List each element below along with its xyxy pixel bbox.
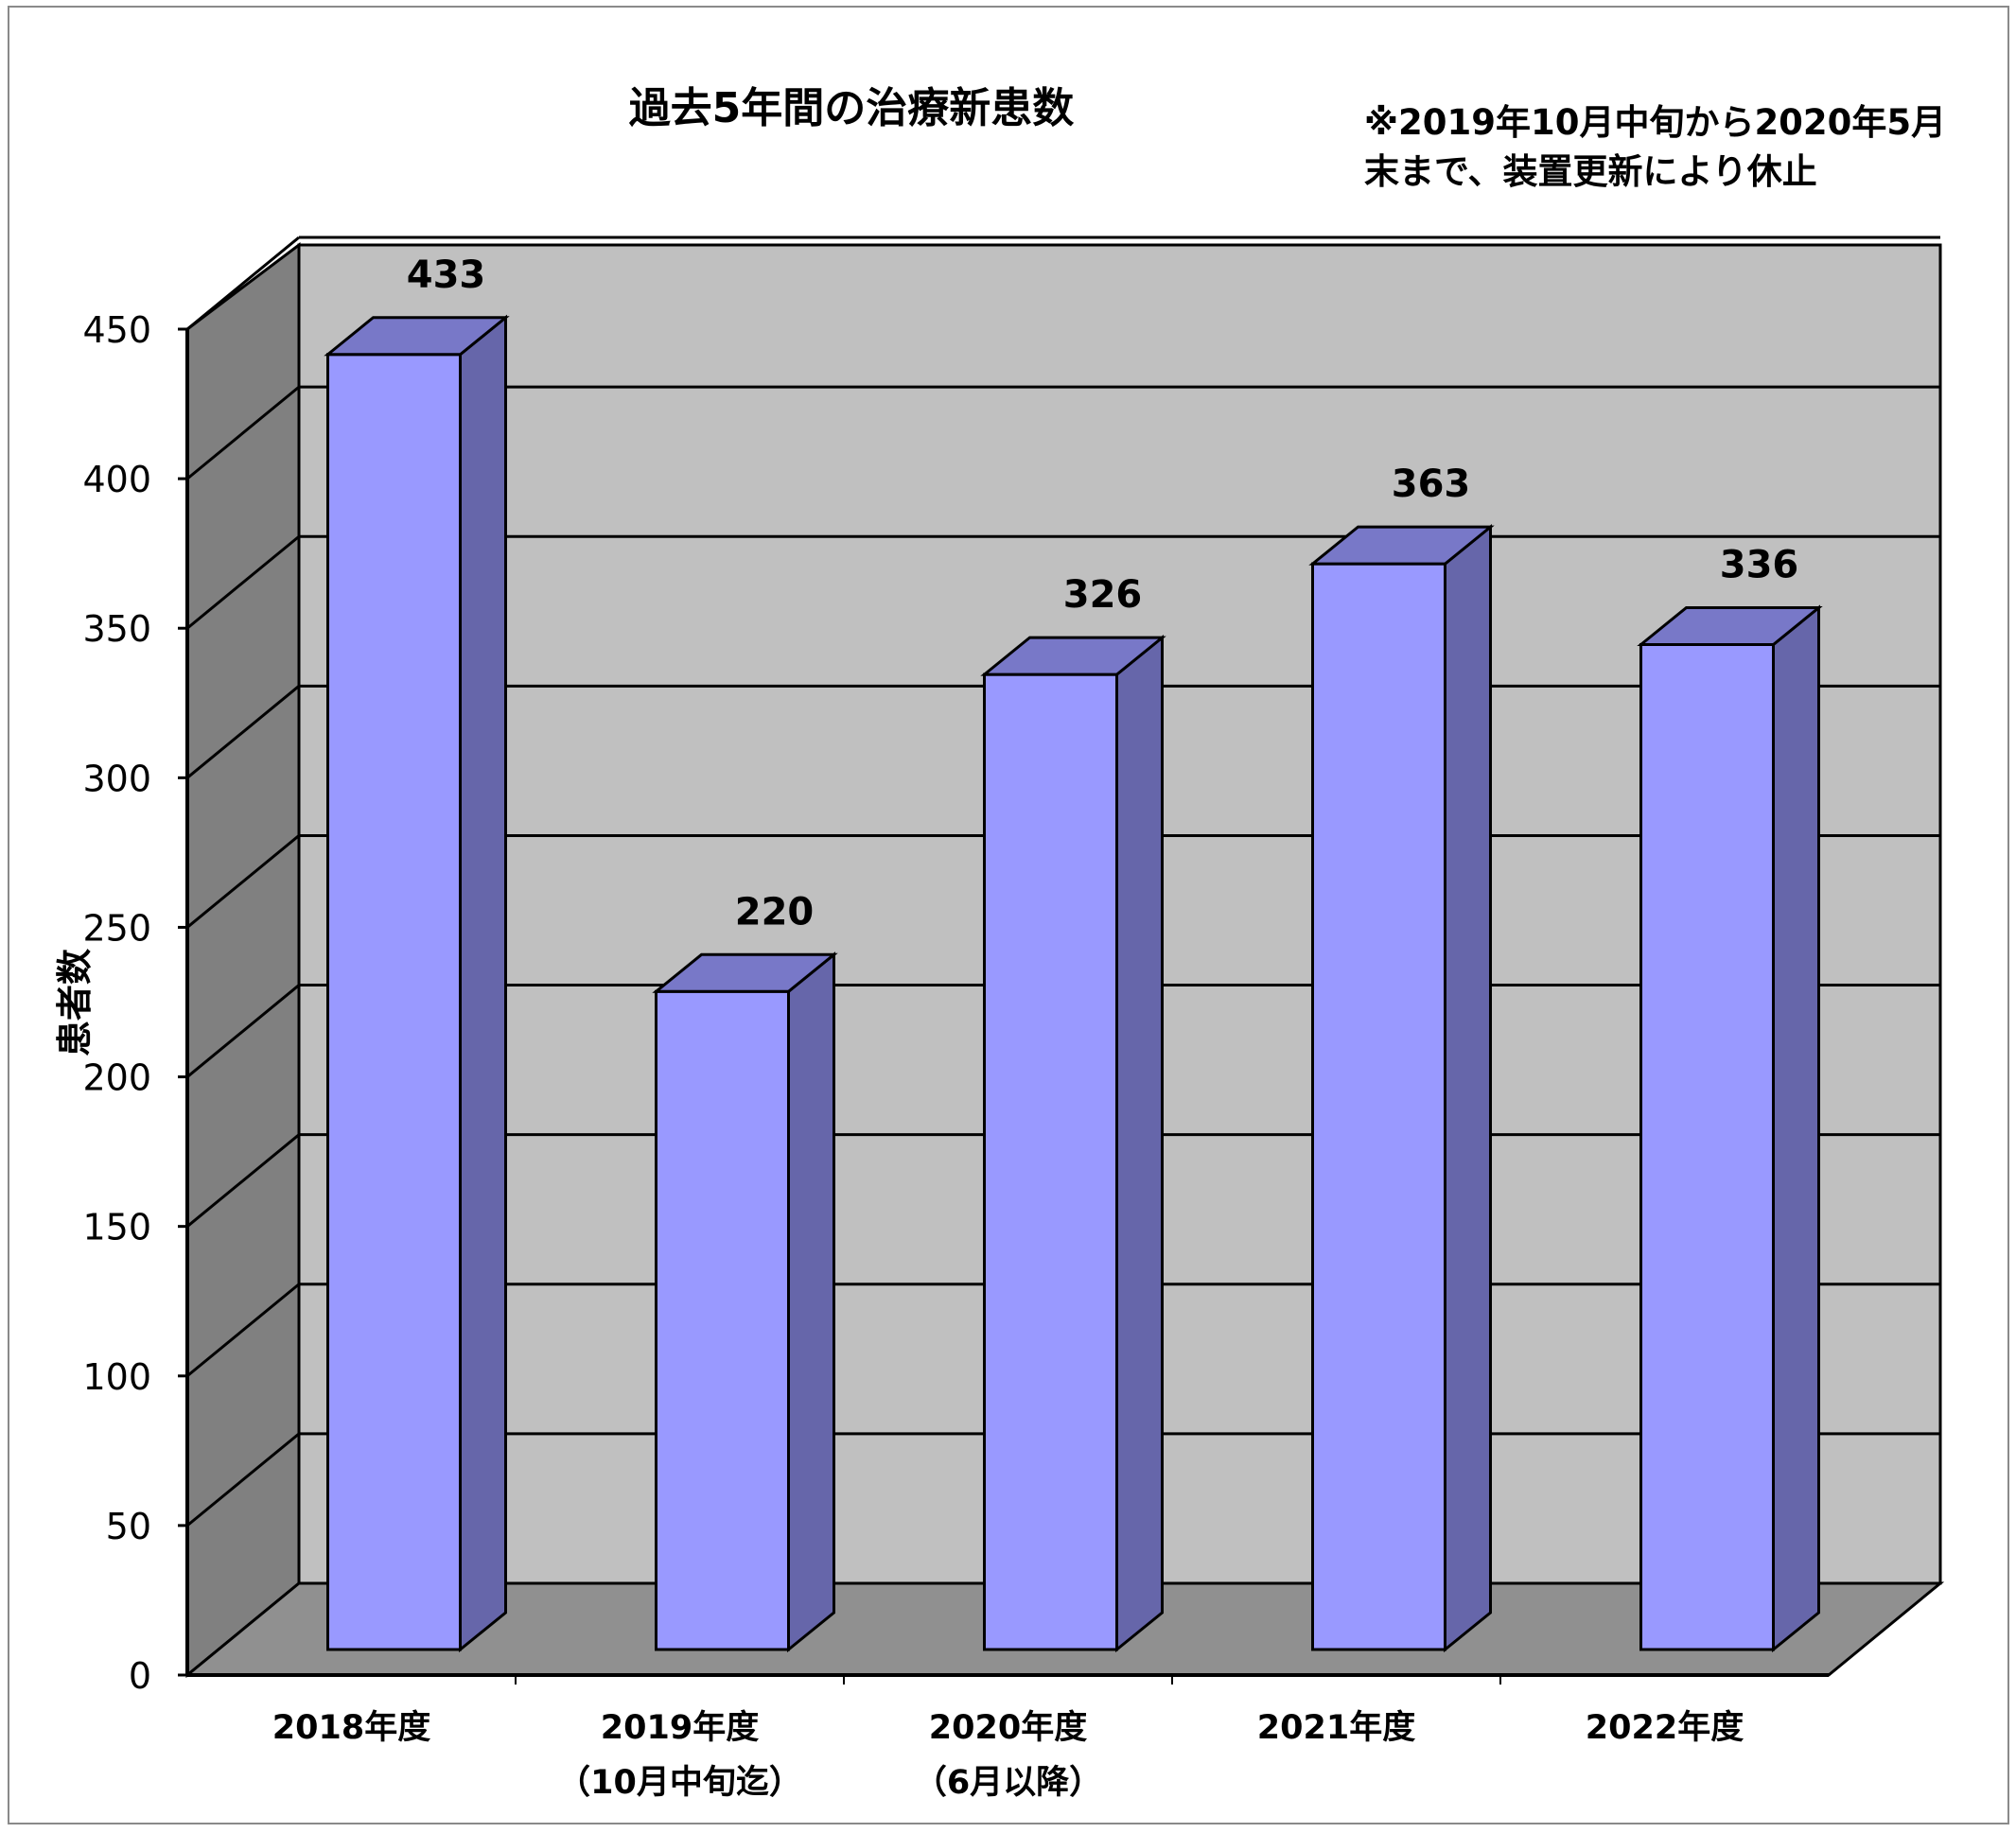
bar — [980, 634, 1166, 1653]
x-tick-label: （10月中旬迄） — [557, 1764, 802, 1802]
y-tick-label: 100 — [82, 1356, 151, 1398]
bar-top — [324, 316, 510, 357]
x-tick-label: 2020年度 — [929, 1709, 1087, 1747]
x-tick-label: 2022年度 — [1586, 1709, 1744, 1747]
bar-front — [983, 672, 1118, 1651]
bar-top — [1637, 605, 1823, 646]
gridline-diagonal — [186, 535, 300, 630]
bar-top — [1308, 525, 1495, 566]
bar-front — [326, 353, 462, 1651]
chart-title: 過去5年間の治療新患数 — [628, 84, 1075, 132]
annotation-line-1: ※2019年10月中旬から2020年5月 — [1364, 102, 1947, 143]
gridline-diagonal — [186, 984, 300, 1078]
bar — [324, 314, 510, 1653]
bar — [1637, 604, 1823, 1653]
bar-top — [652, 952, 838, 993]
bar-top — [980, 636, 1166, 676]
side-wall — [185, 241, 301, 1679]
x-tick-label: 2021年度 — [1257, 1709, 1415, 1747]
y-tick-label: 50 — [106, 1506, 151, 1547]
data-label: 326 — [1063, 573, 1143, 617]
gridline-diagonal — [186, 1133, 300, 1228]
data-label: 336 — [1720, 543, 1799, 586]
y-tick-label: 150 — [82, 1207, 151, 1248]
gridline-diagonal — [186, 385, 300, 480]
x-tick-label: （6月以降） — [914, 1764, 1102, 1802]
bar-side — [787, 951, 835, 1653]
data-label: 363 — [1392, 463, 1471, 506]
x-tick-label: 2018年度 — [272, 1709, 430, 1747]
gridline-diagonal — [186, 1283, 300, 1377]
y-axis-label: 患者数 — [54, 949, 96, 1056]
gridline-diagonal — [186, 1432, 300, 1528]
bar-side — [459, 314, 507, 1653]
y-tick-label: 450 — [82, 309, 151, 351]
x-tick-label: 2019年度 — [601, 1709, 759, 1747]
bar-side — [1772, 604, 1820, 1653]
bar — [652, 951, 838, 1653]
y-tick-label: 200 — [82, 1057, 151, 1099]
bar-front — [655, 989, 790, 1651]
bar — [1308, 523, 1495, 1653]
y-tick-label: 350 — [82, 608, 151, 650]
y-tick-label: 400 — [82, 459, 151, 500]
y-tick-label: 300 — [82, 758, 151, 799]
gridline-diagonal — [186, 685, 300, 779]
y-tick-label: 0 — [129, 1655, 151, 1697]
y-tick-label: 250 — [82, 907, 151, 949]
chart-annotation: ※2019年10月中旬から2020年5月 末まで、装置更新により休止 — [1364, 98, 1951, 197]
bar-front — [1311, 562, 1446, 1651]
data-label: 433 — [407, 253, 486, 297]
gridline-diagonal — [186, 236, 300, 331]
annotation-line-2: 末まで、装置更新により休止 — [1364, 151, 1817, 192]
bar-side — [1115, 634, 1164, 1653]
gridline-diagonal — [186, 834, 300, 929]
data-label: 220 — [735, 890, 815, 934]
bar-front — [1639, 642, 1775, 1651]
bar-side — [1444, 523, 1492, 1653]
